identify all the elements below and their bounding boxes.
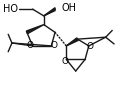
Text: O: O [51,41,58,50]
Polygon shape [66,38,78,46]
Polygon shape [44,8,55,16]
Text: O: O [62,57,69,66]
Text: O: O [86,42,93,51]
Text: OH: OH [62,3,77,13]
Text: HO: HO [3,4,18,14]
Text: O: O [26,41,33,50]
Polygon shape [26,25,44,34]
